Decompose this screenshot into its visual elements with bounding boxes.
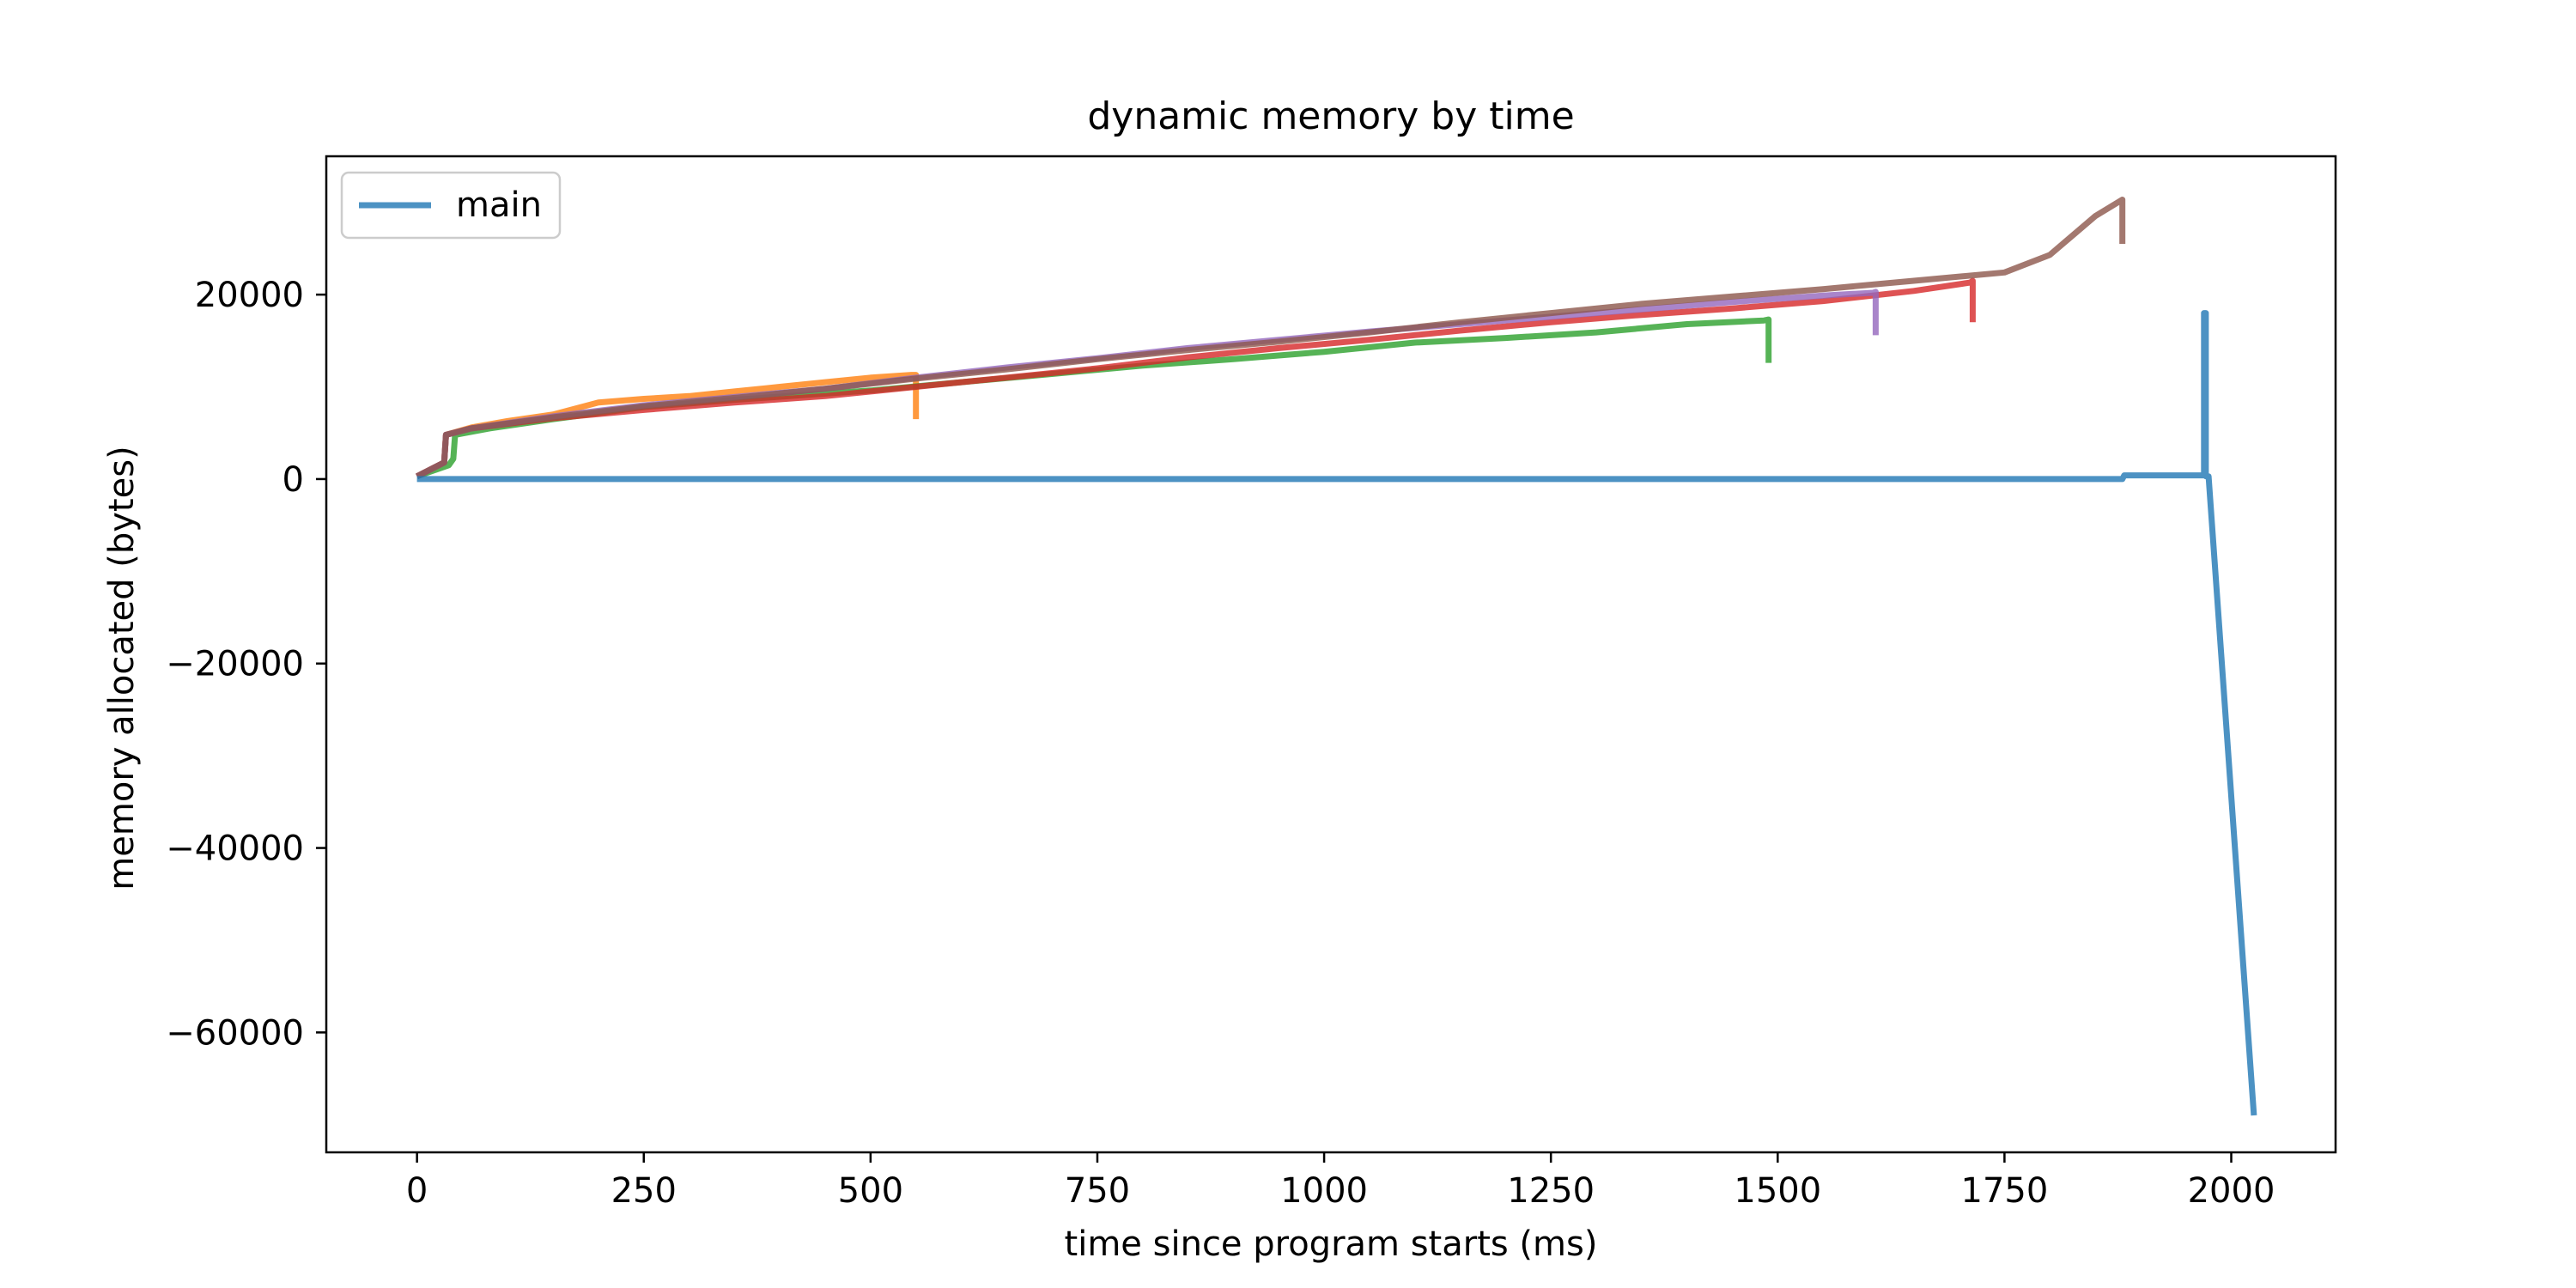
legend: main bbox=[340, 171, 562, 240]
legend-box bbox=[340, 171, 562, 240]
x-tick-label: 2000 bbox=[2188, 1171, 2275, 1211]
chart-title: dynamic memory by time bbox=[1087, 94, 1574, 138]
y-tick-label: 20000 bbox=[195, 276, 304, 315]
series-line-5 bbox=[416, 197, 2126, 479]
ticks-layer: 0 250 500 750 1000 1250 1500 1750 2000 −60000 −400… bbox=[166, 276, 2275, 1211]
y-tick-label: −60000 bbox=[166, 1013, 304, 1053]
y-tick-label: −20000 bbox=[166, 645, 304, 684]
x-tick-label: 1500 bbox=[1734, 1171, 1821, 1211]
x-tick-label: 250 bbox=[611, 1171, 677, 1211]
x-axis-title: time since program starts (ms) bbox=[1065, 1224, 1598, 1264]
x-tick-label: 0 bbox=[406, 1171, 428, 1211]
x-tick-label: 1000 bbox=[1280, 1171, 1368, 1211]
x-tick-label: 1750 bbox=[1961, 1171, 2049, 1211]
x-tick-label: 500 bbox=[838, 1171, 903, 1211]
plot-frame bbox=[325, 155, 2337, 1154]
series-line-main bbox=[416, 310, 2257, 1116]
y-axis-title: memory allocated (bytes) bbox=[102, 446, 142, 890]
y-tick-label: 0 bbox=[283, 460, 304, 500]
x-tick-label: 750 bbox=[1065, 1171, 1130, 1211]
x-tick-label: 1250 bbox=[1507, 1171, 1595, 1211]
series-layer bbox=[416, 197, 2257, 1116]
legend-label-main: main bbox=[456, 185, 542, 225]
y-tick-label: −40000 bbox=[166, 829, 304, 869]
